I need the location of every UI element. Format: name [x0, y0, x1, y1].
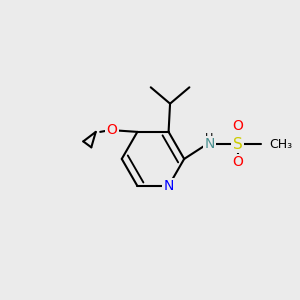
Text: O: O: [232, 119, 243, 133]
Text: O: O: [232, 155, 243, 169]
Text: CH₃: CH₃: [269, 138, 292, 151]
Text: N: N: [164, 179, 174, 193]
Text: H: H: [205, 133, 214, 143]
Text: S: S: [233, 136, 243, 152]
Text: N: N: [204, 137, 214, 151]
Text: O: O: [107, 123, 118, 137]
